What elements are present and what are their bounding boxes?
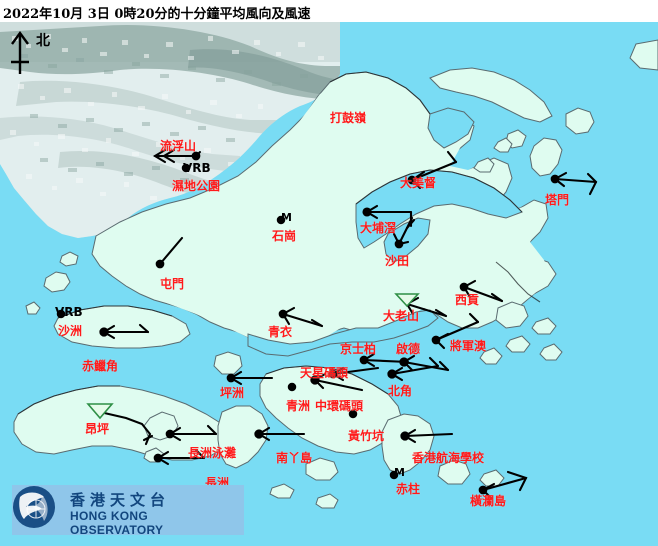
- map-canvas: 北 打鼓嶺流浮山濕地公園塔門 大美督石崗 大埔滘沙田屯門沙洲 西貢大老山青衣赤鱲角 將軍…: [0, 22, 658, 546]
- station-label-%E5%B1%AF%E9%96%80: 屯門: [160, 277, 185, 291]
- wind-barb-tseung-kwan-o: [431, 312, 480, 350]
- map-geography: [0, 22, 658, 546]
- wind-barb-tap-mun: [550, 171, 598, 196]
- wind-barb-chek-lap-kok: [99, 323, 150, 340]
- station-dot-stanley: [389, 470, 399, 480]
- hko-logo-name-en: HONG KONG OBSERVATORY: [70, 509, 164, 537]
- station-dot-green-island: [287, 382, 297, 392]
- hko-logo-name-zh: 香港天文台: [70, 491, 171, 509]
- variable-wind-label: VRB: [55, 305, 83, 319]
- station-label-%E6%B2%99%E7%94%B0: 沙田: [385, 254, 410, 268]
- station-label-%E8%B5%A4%E6%9F%B1: 赤柱: [396, 482, 421, 496]
- north-arrow-icon: [11, 30, 29, 74]
- station-label-%E9%BB%83%E7%AB%B9%E5%9D%91: 黃竹坑: [348, 429, 385, 443]
- north-label: 北: [36, 33, 50, 49]
- station-label-%E7%9F%B3%E5%B4%97: 石崗: [272, 229, 297, 243]
- station-label-%E4%B8%AD%E7%92%B0%E7%A2%BC%E9%A0%AD: 中環碼頭: [315, 399, 364, 413]
- wind-barb-tsing-yi: [278, 306, 324, 328]
- station-label-%E5%B0%87%E8%BB%8D%E6%BE%B3: 將軍澳: [450, 339, 487, 353]
- hko-logo-icon: [13, 486, 55, 528]
- station-dot-wong-chuk-hang: [348, 409, 358, 419]
- station-label-%E4%BA%AC%E5%A3%AB%E6%9F%8F: 京士柏: [340, 342, 377, 356]
- station-label-%E9%9D%92%E8%A1%A3: 青衣: [268, 325, 293, 339]
- hko-logo: 香港天文台 HONG KONG OBSERVATORY: [12, 485, 244, 537]
- station-label-%E5%A4%A7%E8%80%81%E5%B1%B1: 大老山: [383, 309, 420, 323]
- station-label-%E6%89%93%E9%BC%93%E5%B6%BA: 打鼓嶺: [330, 111, 367, 125]
- wind-barb-lau-fau-shan: [152, 148, 201, 164]
- station-label-%E9%A6%99%E6%B8%AF%E8%88%AA%E6%B5%B7%E5%AD%B8%E6%A0%A1: 香港航海學校: [412, 451, 485, 465]
- station-label-%E9%95%B7%E6%B4%B2%E6%B3%B3%E7%81%98: 長洲泳灘: [188, 446, 237, 460]
- station-label-%E6%98%82%E5%9D%AA: 昂坪: [85, 422, 110, 436]
- station-label-%E6%B2%99%E6%B4%B2: 沙洲: [58, 324, 83, 338]
- station-label-%E5%A4%A7%E7%BE%8E%E7%9D%A3: 大美督: [400, 176, 437, 190]
- monitor-marker-label: M: [281, 211, 292, 224]
- wind-barb-north-point: [387, 356, 440, 382]
- monitor-marker-label: M: [394, 466, 405, 479]
- title-bar: 2022年10月 3日 0時20分的十分鐘平均風向及風速: [0, 0, 658, 22]
- station-label-%E9%9D%92%E6%B4%B2: 青洲: [286, 399, 311, 413]
- station-label-%E5%A4%A9%E6%98%9F%E7%A2%BC%E9%A0%AD: 天星碼頭: [300, 366, 349, 380]
- station-label-%E8%B5%A4%E9%B1%B2%E8%A7%92: 赤鱲角: [82, 359, 119, 373]
- station-label-%E5%A4%A7%E5%9F%94%E6%BB%98: 大埔滘: [360, 221, 397, 235]
- station-label-%E6%B5%81%E6%B5%AE%E5%B1%B1: 流浮山: [160, 139, 197, 153]
- wind-barb-sha-tin: [392, 216, 416, 249]
- wind-barb-waglan: [478, 470, 528, 500]
- station-label-%E6%BF%95%E5%9C%B0%E5%85%AC%E5%9C%92: 濕地公園: [172, 179, 221, 193]
- wind-barb-star-ferry: [328, 366, 380, 382]
- page-title: 2022年10月 3日 0時20分的十分鐘平均風向及風速: [3, 7, 311, 22]
- variable-wind-label: VRB: [183, 161, 211, 175]
- wind-barb-central-pier: [310, 372, 364, 392]
- station-label-%E8%A5%BF%E8%B2%A2: 西貢: [455, 293, 480, 307]
- station-dot-shek-kong: [276, 215, 286, 225]
- wind-barb-lamma: [254, 426, 306, 442]
- wind-barb-cheung-chau: [153, 448, 206, 466]
- wind-barb-cheung-chau-beach: [165, 424, 218, 442]
- wind-barb-tai-mei-tuk: [407, 150, 458, 190]
- station-dot-sha-chau: [56, 309, 66, 319]
- station-label-%E5%8D%97%E4%B8%AB%E5%B3%B6: 南丫島: [276, 451, 313, 465]
- north-arrow-container: 北: [6, 26, 64, 80]
- marker-ngong-ping: [86, 403, 114, 420]
- station-label-%E6%A9%AB%E7%80%BE%E5%B3%B6: 橫瀾島: [470, 494, 507, 508]
- wind-barb-peng-chau: [226, 370, 274, 386]
- wind-barb-sai-kung: [459, 279, 504, 303]
- station-label-%E5%A1%94%E9%96%80: 塔門: [545, 193, 570, 207]
- wind-barb-tuen-mun: [155, 236, 184, 269]
- wind-barb-kai-tak: [399, 354, 450, 372]
- marker-tates-cairn: [394, 293, 420, 308]
- wind-barb-ngong-ping: [98, 410, 154, 446]
- station-label-%E5%8C%97%E8%A7%92: 北角: [388, 384, 413, 398]
- station-dot-lau-fau-shan-vrb: [181, 163, 191, 173]
- station-label-%E5%95%9F%E5%BE%B7: 啟德: [396, 342, 421, 356]
- wind-barb-hk-sea-school: [400, 428, 454, 444]
- station-label-%E5%9D%AA%E6%B4%B2: 坪洲: [220, 386, 245, 400]
